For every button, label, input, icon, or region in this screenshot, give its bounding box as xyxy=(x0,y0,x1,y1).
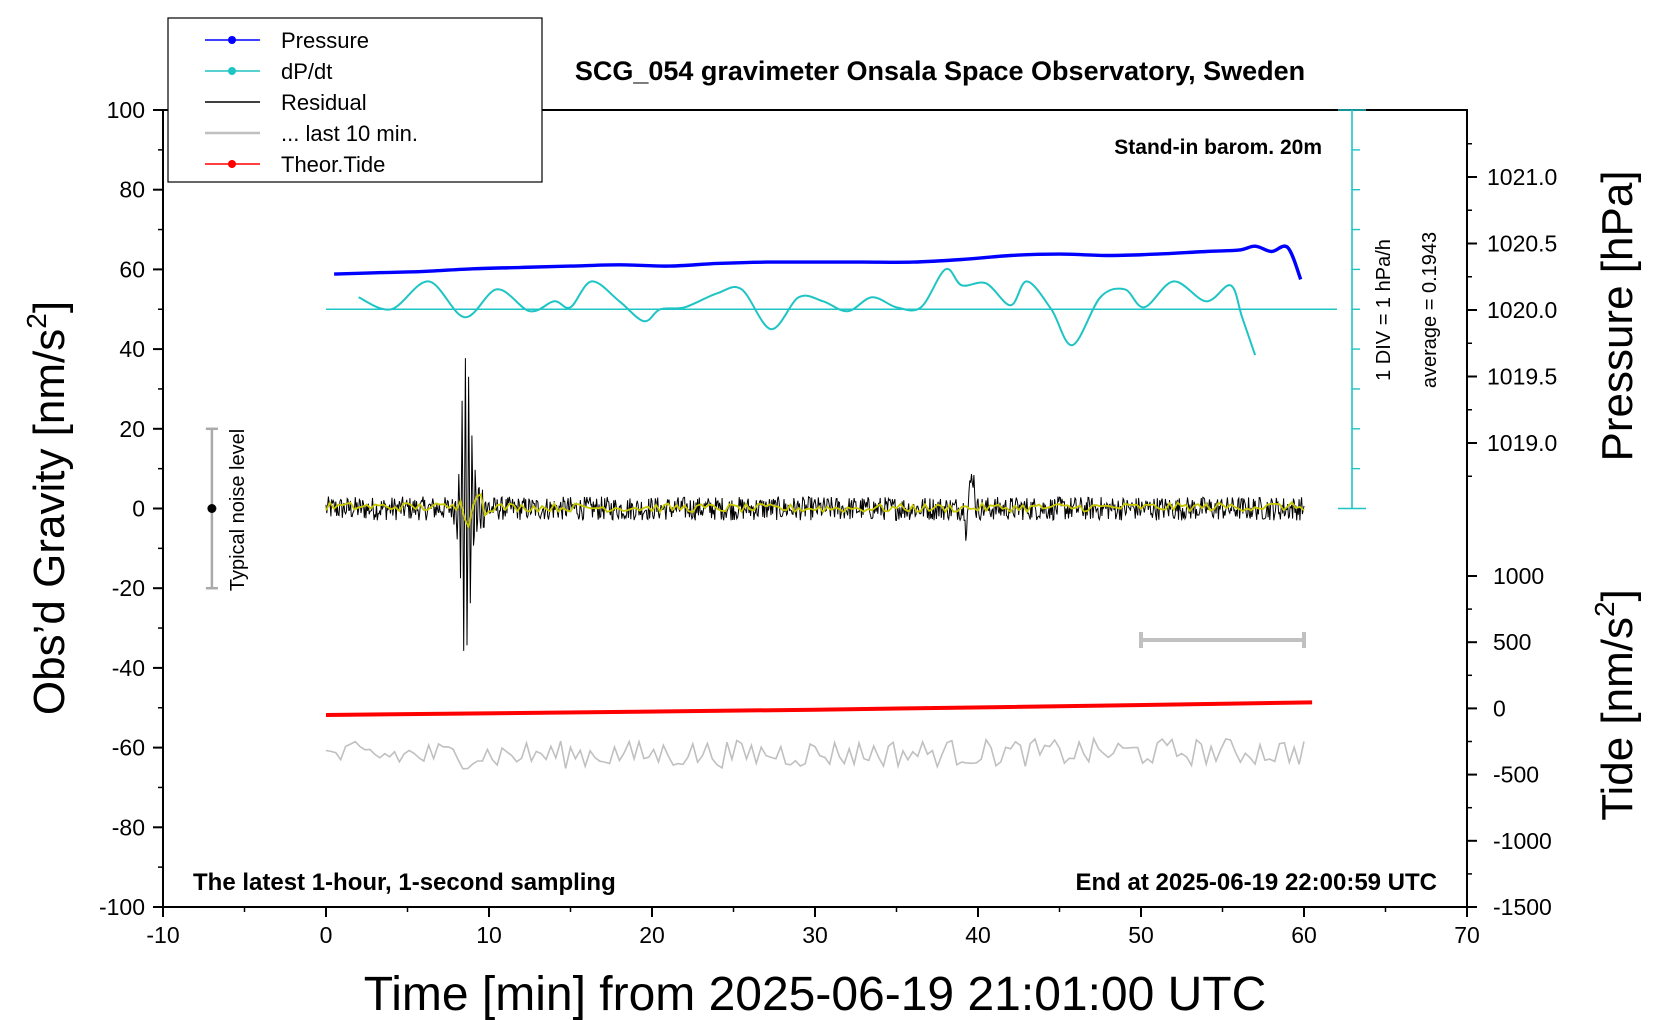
y-tick-label: -80 xyxy=(112,814,145,840)
bottom-right-annotation: End at 2025-06-19 22:00:59 UTC xyxy=(1076,869,1438,896)
legend-label: dP/dt xyxy=(281,59,332,84)
y-axis-label-left-sup: 2 xyxy=(21,313,52,329)
div-label: 1 DIV = 1 hPa/h xyxy=(1373,239,1395,381)
y-axis-label-left-end: ] xyxy=(25,301,74,313)
y-tick-label: 0 xyxy=(132,496,145,522)
legend-label: ... last 10 min. xyxy=(281,121,418,146)
pressure-axis-ticks: 1019.0 1019.5 1020.0 1020.5 1021.0 xyxy=(1467,143,1557,477)
y-axis-label-pressure: Pressure [hPa] xyxy=(1593,170,1642,461)
y-tick-label: 60 xyxy=(119,256,145,282)
series-layer xyxy=(325,244,1337,770)
x-tick-label: -10 xyxy=(146,922,179,948)
residual-smoothed-line xyxy=(325,493,1305,530)
chart-title: SCG_054 gravimeter Onsala Space Observat… xyxy=(575,56,1305,86)
average-label: average = 0.1943 xyxy=(1419,232,1441,388)
tide-line xyxy=(325,700,1313,717)
noise-bar-center xyxy=(207,504,217,513)
x-tick-label: 70 xyxy=(1454,922,1480,948)
legend-box xyxy=(167,17,543,183)
y-tick-label: -100 xyxy=(99,894,145,920)
y-axis-label-tide-sup: 2 xyxy=(1589,601,1620,617)
legend-entries: Pressure dP/dt Residual ... last 10 min. The… xyxy=(205,28,418,177)
pressure-tick-label: 1019.5 xyxy=(1487,364,1557,390)
pressure-line xyxy=(334,244,1303,281)
pressure-tick-label: 1019.0 xyxy=(1487,430,1557,456)
stand-in-annotation: Stand-in barom. 20m xyxy=(1114,136,1322,159)
y-tick-label: 100 xyxy=(107,97,145,123)
legend-marker xyxy=(228,36,236,44)
tide-tick-label: -1500 xyxy=(1493,894,1552,920)
legend-marker xyxy=(228,160,236,168)
tide-tick-label: 0 xyxy=(1493,695,1506,721)
x-tick-label: 20 xyxy=(639,922,665,948)
tide-tick-label: -500 xyxy=(1493,762,1539,788)
last-10-min-marker xyxy=(1139,632,1306,649)
x-axis-ticks: -10 0 10 20 30 40 50 60 70 xyxy=(146,907,1480,948)
pressure-tick-label: 1020.0 xyxy=(1487,297,1557,323)
y-axis-label-tide-end: ] xyxy=(1593,589,1642,601)
tide-axis-ticks: -1500 -1000 -500 0 500 1000 xyxy=(1467,563,1552,920)
noise-level-bar xyxy=(205,427,218,590)
y-axis-label-tide-main: Tide [nm/s xyxy=(1593,617,1642,821)
tide-tick-label: -1000 xyxy=(1493,828,1552,854)
x-tick-label: 30 xyxy=(802,922,828,948)
y-axis-label-tide: Tide [nm/s2] xyxy=(1589,589,1642,821)
bottom-left-annotation: The latest 1-hour, 1-second sampling xyxy=(193,869,616,896)
pressure-tick-label: 1021.0 xyxy=(1487,164,1557,190)
pressure-tick-label: 1020.5 xyxy=(1487,231,1557,257)
legend-label: Theor.Tide xyxy=(281,152,385,177)
tide-tick-label: 500 xyxy=(1493,629,1531,655)
y-tick-label: -40 xyxy=(112,655,145,681)
last-10-min-line xyxy=(325,736,1305,770)
x-tick-label: 0 xyxy=(320,922,333,948)
legend-marker xyxy=(228,67,236,75)
y-axis-label-left: Obs’d Gravity [nm/s2] xyxy=(21,301,74,715)
dpdt-division-scale xyxy=(1338,109,1366,510)
y-axis-label-left-main: Obs’d Gravity [nm/s xyxy=(25,329,74,715)
residual-line xyxy=(325,358,1305,651)
y-tick-label: 80 xyxy=(119,177,145,203)
dpdt-line xyxy=(358,267,1257,356)
x-tick-label: 50 xyxy=(1128,922,1154,948)
y-tick-label: 20 xyxy=(119,416,145,442)
y-tick-label: 40 xyxy=(119,336,145,362)
legend-label: Residual xyxy=(281,90,367,115)
x-axis-label: Time [min] from 2025-06-19 21:01:00 UTC xyxy=(364,968,1267,1020)
y-tick-label: -60 xyxy=(112,735,145,761)
x-tick-label: 60 xyxy=(1291,922,1317,948)
x-tick-label: 10 xyxy=(476,922,502,948)
y-tick-label: -20 xyxy=(112,575,145,601)
x-tick-label: 40 xyxy=(965,922,991,948)
legend: Pressure dP/dt Residual ... last 10 min. The… xyxy=(167,17,543,183)
tide-tick-label: 1000 xyxy=(1493,563,1544,589)
legend-label: Pressure xyxy=(281,28,369,53)
y-axis-ticks: -100 -80 -60 -40 -20 0 20 40 60 80 100 xyxy=(99,97,163,920)
noise-label: Typical noise level xyxy=(227,429,249,591)
